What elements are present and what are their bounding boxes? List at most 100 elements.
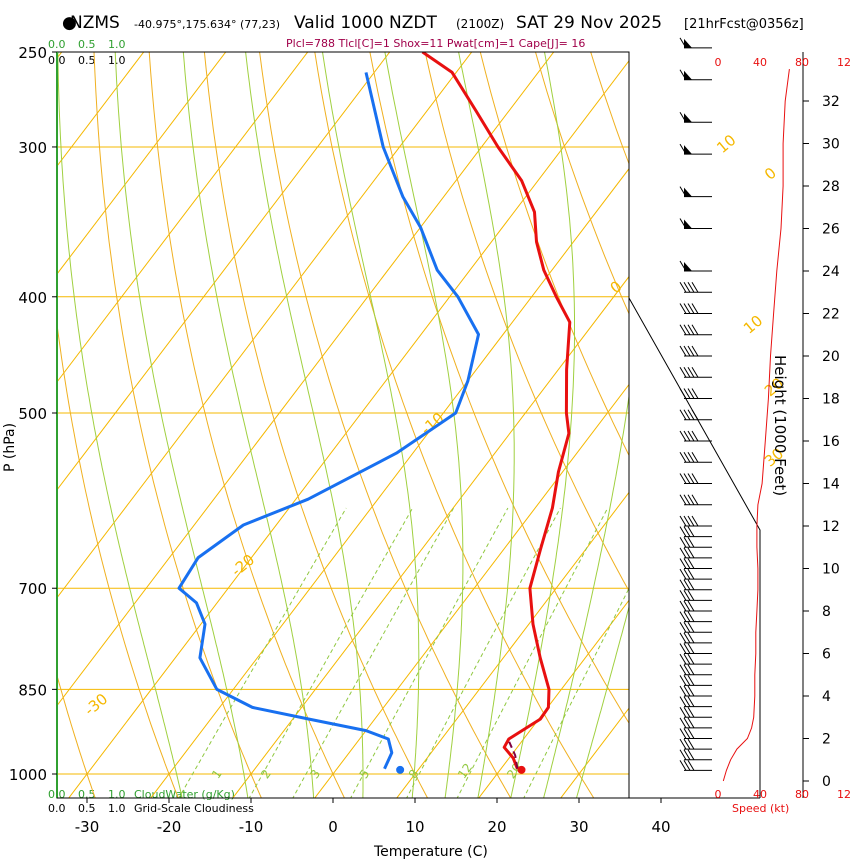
p-tick-label-6: 1000	[9, 766, 47, 784]
isotherm--50	[57, 52, 473, 599]
p-tick-label-1: 300	[18, 139, 47, 157]
speed-bottom-tick-0: 0	[715, 788, 722, 801]
mixing-ratio-label-0: 1	[209, 767, 225, 781]
cloud-top2-tick-1: 0.5	[78, 54, 96, 67]
speed-top-tick-1: 40	[753, 56, 767, 69]
wind-barb-feather	[679, 547, 687, 559]
wind-barb-feather	[679, 749, 687, 761]
dry-adiabat-40	[369, 52, 629, 725]
height-tick-label-13: 26	[822, 222, 840, 238]
x-tick-label-3: 0	[328, 818, 338, 836]
height-tick-label-9: 18	[822, 392, 840, 408]
speed-bottom-tick-3: 12	[837, 788, 850, 801]
wind-barb-feather	[687, 409, 695, 421]
wind-barb-feather	[687, 706, 695, 718]
wind-barb-feather	[691, 366, 699, 378]
wind-barb-17	[679, 579, 712, 591]
dry-adiabat-20	[259, 52, 512, 798]
wind-barb-feather	[683, 653, 691, 665]
wind-barb-41	[679, 37, 712, 49]
dry-adiabat--40	[0, 31, 13, 800]
moist-adiabat-32	[575, 604, 629, 798]
isotherm--20	[150, 167, 629, 798]
isotherm--70	[57, 52, 309, 383]
isotherm-0	[314, 383, 629, 798]
wind-barb-feather	[687, 388, 695, 399]
x-tick-label-6: 30	[569, 818, 588, 836]
wind-barb-feather	[679, 675, 687, 686]
wind-barb-feather	[683, 388, 691, 399]
height-tick-label-0: 0	[822, 774, 831, 790]
wind-barb-28	[679, 409, 712, 421]
wind-barb-feather	[679, 473, 687, 484]
wind-barb-feather	[683, 706, 691, 718]
dry-adiabat-70	[534, 52, 629, 315]
wind-barb-pennant	[684, 187, 692, 197]
wind-barb-feather	[679, 632, 687, 644]
wind-barb-feather	[679, 536, 687, 548]
valid-label: Valid 1000 NZDT	[294, 13, 437, 33]
wind-barb-feather	[679, 515, 687, 527]
wind-barb-24	[679, 494, 712, 506]
isotherm--10	[232, 275, 629, 798]
cloud-top-tick-0: 0.0	[48, 38, 66, 51]
wind-barb-feather	[687, 366, 695, 378]
isotherm--80	[57, 52, 227, 275]
cloud-bottom-tick-2: 1.0	[108, 788, 126, 801]
mixing-ratio-label-5: 12	[455, 761, 475, 782]
wind-barb-feather	[679, 494, 687, 506]
station-coords: -40.975°,175.634° (77,23)	[134, 18, 280, 31]
wind-barb-feather	[683, 558, 691, 569]
wind-barb-feather	[687, 451, 695, 463]
wind-panel: 0246810121416182022242628303200404080801…	[679, 37, 850, 801]
profiles	[177, 52, 572, 774]
moist-adiabat--8	[114, 52, 249, 798]
wind-barb-feather	[679, 685, 687, 697]
wind-barb-feather	[687, 653, 695, 665]
wind-barb-10	[679, 653, 712, 665]
wind-barb-feather	[683, 760, 691, 771]
wind-barb-8	[679, 675, 712, 686]
wind-barb-feather	[687, 632, 695, 644]
dry-adiabat-0	[148, 52, 345, 798]
wind-barb-feather	[679, 579, 687, 591]
cloudwater-label: CloudWater (g/Kg)	[134, 788, 235, 801]
wind-barb-20	[679, 547, 712, 559]
parcel-line	[508, 741, 519, 769]
wind-barb-feather	[679, 430, 687, 442]
moist-adiabat-6	[245, 52, 364, 798]
wind-barb-feather	[679, 621, 687, 633]
height-tick-label-10: 20	[822, 349, 840, 365]
wind-barb-31	[679, 345, 712, 357]
wind-barb-feather	[687, 568, 695, 580]
wind-barb-feather	[687, 749, 695, 761]
dry-adiabat-50	[424, 52, 629, 592]
isotherm--60	[57, 52, 391, 491]
wind-barb-feather	[679, 643, 687, 654]
wind-barb-feather	[691, 451, 699, 463]
isotherm-label-0: 0	[761, 164, 780, 184]
wind-barb-2	[679, 738, 712, 750]
wind-barb-35	[679, 260, 712, 272]
wind-barb-feather	[679, 611, 687, 622]
wind-barb-feather	[683, 303, 691, 314]
wind-barb-feather	[683, 409, 691, 421]
wind-barb-feather	[679, 388, 687, 399]
wind-barb-15	[679, 600, 712, 612]
wind-barb-feather	[679, 600, 687, 612]
wind-barb-feather	[691, 303, 699, 314]
forecast-info: [21hrFcst@0356z]	[684, 17, 804, 32]
wind-barb-feather	[683, 579, 691, 591]
wind-barb-feather	[679, 558, 687, 569]
wind-barb-feather	[679, 706, 687, 718]
wind-barb-feather	[691, 473, 699, 484]
isotherm-label-8: -30	[81, 690, 111, 720]
wind-barb-feather	[687, 558, 695, 569]
speed-top-tick-2: 80	[795, 56, 809, 69]
dewpoint-line	[177, 72, 480, 770]
height-tick-label-14: 28	[822, 179, 840, 195]
wind-barb-feather	[683, 526, 691, 537]
wind-barb-feather	[683, 366, 691, 378]
